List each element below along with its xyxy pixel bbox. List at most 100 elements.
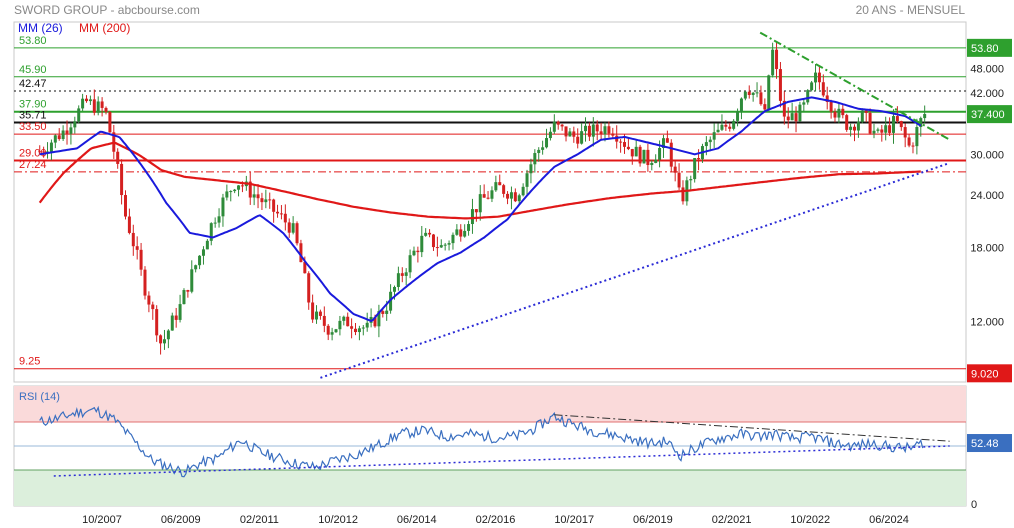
candle-body: [778, 69, 782, 101]
candle-body: [603, 126, 607, 135]
candle-body: [837, 108, 841, 118]
level-label: 35.71: [19, 110, 47, 122]
candle-body: [591, 124, 595, 137]
price-badge: [967, 105, 1012, 124]
candle-body: [903, 127, 907, 138]
candle-body: [342, 316, 346, 321]
candle-body: [817, 72, 821, 83]
candle-body: [435, 247, 439, 249]
candle-body: [482, 194, 486, 198]
candle-body: [814, 72, 818, 83]
rsi-oversold-zone: [14, 470, 966, 506]
candle-body: [833, 111, 837, 118]
candle-body: [318, 311, 322, 316]
level-label: 37.90: [19, 99, 47, 111]
candle-body: [751, 92, 755, 95]
candle-body: [689, 179, 693, 181]
candle-body: [728, 126, 732, 129]
candle-body: [412, 250, 416, 256]
candle-body: [194, 265, 198, 270]
level-label: 45.90: [19, 64, 47, 76]
candle-body: [151, 304, 155, 310]
candle-body: [385, 310, 389, 314]
candle-body: [272, 199, 276, 212]
candle-body: [268, 199, 272, 201]
candle-body: [619, 141, 623, 143]
candle-body: [49, 142, 53, 152]
candle-body: [697, 158, 701, 160]
price-badge: [967, 38, 1012, 57]
candle-body: [470, 209, 474, 225]
candle-body: [529, 164, 533, 174]
candle-body: [159, 335, 163, 344]
candle-body: [907, 137, 911, 146]
candle-body: [790, 113, 794, 121]
candle-body: [716, 129, 720, 133]
candle-body: [81, 98, 85, 109]
legend-ma26: MM (26): [18, 21, 63, 35]
candle-body: [704, 142, 708, 147]
candle-body: [607, 126, 611, 134]
candle-body: [155, 309, 159, 336]
candle-body: [135, 246, 139, 250]
candle-body: [845, 115, 849, 130]
candle-body: [170, 315, 174, 331]
candle-body: [517, 195, 521, 202]
candle-body: [42, 151, 46, 153]
candle-body: [739, 98, 743, 112]
chart-period: 20 ANS - MENSUEL: [855, 3, 965, 17]
candle-body: [853, 126, 857, 131]
candle-body: [229, 191, 233, 193]
candle-body: [533, 153, 537, 165]
candle-body: [315, 311, 319, 320]
candle-body: [646, 149, 650, 166]
candle-body: [564, 126, 568, 137]
candle-body: [365, 322, 369, 328]
rsi-badge-label: 52.48: [971, 438, 999, 450]
candle-body: [545, 138, 549, 148]
candle-body: [287, 222, 291, 233]
candle-body: [661, 138, 665, 149]
candle-body: [864, 110, 868, 113]
candle-body: [911, 145, 915, 147]
candle-body: [669, 142, 673, 167]
candle-body: [732, 120, 736, 129]
y-tick-label: 12.000: [970, 316, 1004, 328]
candle-body: [642, 149, 646, 164]
candle-body: [459, 229, 463, 237]
candle-body: [568, 131, 572, 137]
candle-body: [794, 113, 798, 122]
candle-body: [743, 91, 747, 99]
x-tick-label: 02/2011: [240, 514, 279, 526]
candle-body: [104, 107, 108, 112]
candle-body: [895, 116, 899, 122]
candle-body: [299, 243, 303, 263]
candle-body: [198, 255, 202, 266]
candle-body: [513, 192, 517, 202]
candle-body: [182, 290, 186, 305]
candle-body: [755, 92, 759, 94]
candle-body: [350, 326, 354, 329]
candle-body: [821, 82, 825, 96]
candle-body: [502, 185, 506, 194]
rsi-label: RSI (14): [19, 391, 60, 403]
candle-body: [381, 311, 385, 314]
candle-body: [205, 240, 209, 250]
candle-body: [782, 100, 786, 117]
candle-body: [876, 129, 880, 131]
candle-body: [127, 216, 131, 233]
candle-body: [338, 320, 342, 330]
candle-body: [786, 116, 790, 121]
candle-body: [494, 182, 498, 191]
candle-body: [587, 125, 591, 137]
candle-body: [178, 304, 182, 320]
candle-body: [166, 330, 170, 340]
candle-body: [61, 130, 65, 140]
candle-body: [474, 209, 478, 213]
candle-body: [120, 163, 124, 196]
level-label: 53.80: [19, 35, 47, 47]
candle-body: [556, 121, 560, 125]
candle-body: [221, 197, 225, 217]
candle-body: [802, 102, 806, 105]
candle-body: [451, 234, 455, 244]
